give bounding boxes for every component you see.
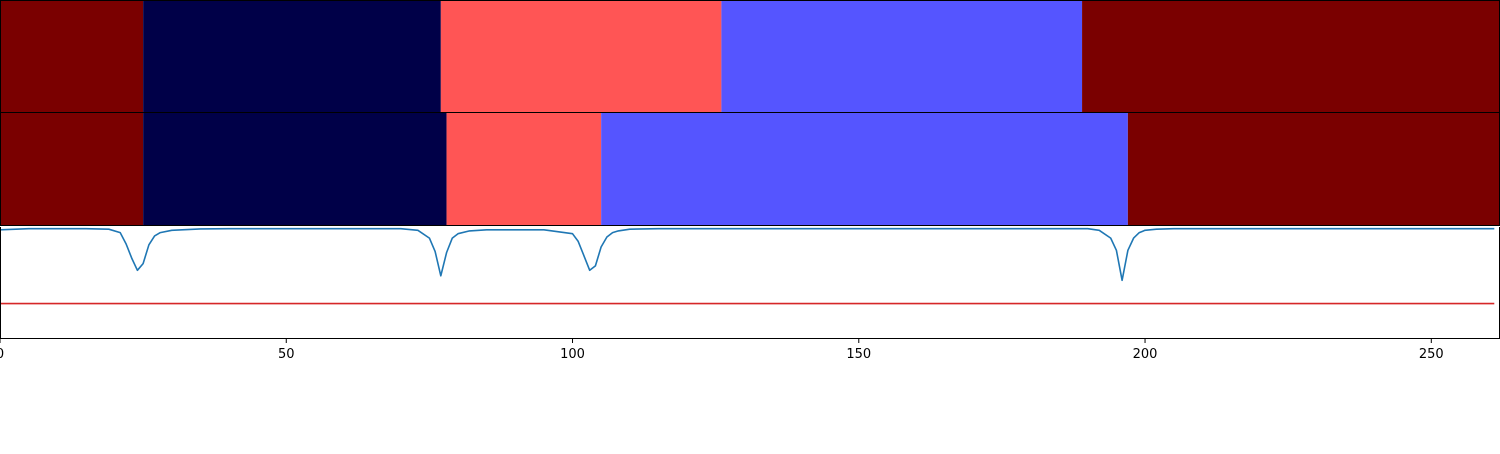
segment-2-5 [1127,113,1500,225]
segment-2-1 [0,113,144,225]
x-tick-label-250: 250 [1419,347,1444,362]
segment-1-3 [440,1,722,112]
x-tick-label-200: 200 [1133,347,1158,362]
segment-1-5 [1082,1,1500,112]
x-axis: 0 50 100 150 200 250 [0,338,1444,362]
segment-1-2 [143,1,441,112]
segment-2-3 [446,113,602,225]
x-tick-label-0: 0 [0,347,4,362]
x-tick-label-50: 50 [278,347,295,362]
score-line [0,227,1495,282]
x-tick-label-150: 150 [846,347,871,362]
segment-1-4 [721,1,1083,112]
score-plot [0,227,1500,339]
x-tick-label-100: 100 [560,347,585,362]
segment-2-4 [601,113,1128,225]
top-segmentation-strip [0,0,1500,113]
segment-1-1 [0,1,144,112]
segment-2-2 [143,113,447,225]
middle-segmentation-strip [0,112,1500,226]
